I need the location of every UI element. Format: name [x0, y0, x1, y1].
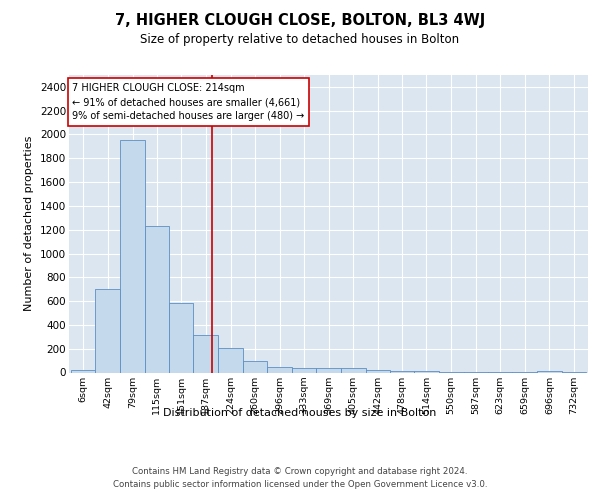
Bar: [193, 335, 218, 372]
Bar: [242, 361, 267, 372]
Bar: [365, 370, 390, 372]
Bar: [121, 140, 145, 372]
Text: 7 HIGHER CLOUGH CLOSE: 214sqm
← 91% of detached houses are smaller (4,661)
9% of: 7 HIGHER CLOUGH CLOSE: 214sqm ← 91% of d…: [73, 84, 305, 122]
Text: 7, HIGHER CLOUGH CLOSE, BOLTON, BL3 4WJ: 7, HIGHER CLOUGH CLOSE, BOLTON, BL3 4WJ: [115, 12, 485, 28]
Bar: [95, 289, 121, 372]
Y-axis label: Number of detached properties: Number of detached properties: [25, 136, 34, 312]
Bar: [538, 370, 562, 372]
Bar: [292, 368, 316, 372]
Text: Contains HM Land Registry data © Crown copyright and database right 2024.
Contai: Contains HM Land Registry data © Crown c…: [113, 468, 487, 489]
Text: Distribution of detached houses by size in Bolton: Distribution of detached houses by size …: [163, 408, 437, 418]
Bar: [169, 304, 193, 372]
Bar: [267, 367, 292, 372]
Bar: [390, 370, 415, 372]
Text: Size of property relative to detached houses in Bolton: Size of property relative to detached ho…: [140, 32, 460, 46]
Bar: [71, 370, 95, 372]
Bar: [218, 348, 242, 372]
Bar: [145, 226, 169, 372]
Bar: [341, 368, 365, 372]
Bar: [316, 368, 341, 372]
